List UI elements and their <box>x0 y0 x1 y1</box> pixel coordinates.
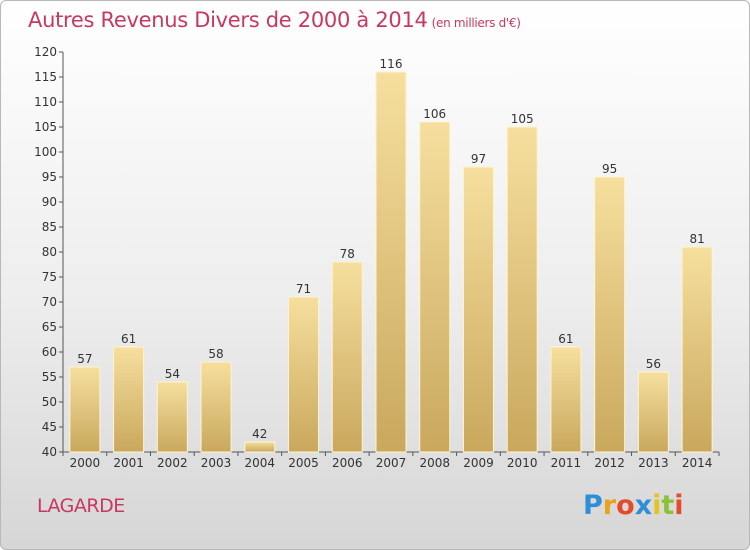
y-tick-label: 95 <box>42 170 57 184</box>
value-label-2013: 56 <box>646 357 661 371</box>
y-tick-label: 50 <box>42 395 57 409</box>
x-tick-label: 2011 <box>551 456 582 470</box>
x-tick-label: 2012 <box>594 456 625 470</box>
x-tick-label: 2000 <box>70 456 101 470</box>
axes: 40 45 50 55 60 65 70 75 80 85 90 95 100 105 110 115 120 2… <box>34 45 720 470</box>
x-tick-label: 2006 <box>332 456 363 470</box>
bar-2004 <box>244 441 276 453</box>
value-label-2009: 97 <box>471 152 486 166</box>
y-tick-label: 70 <box>42 295 57 309</box>
bar-2003 <box>200 361 232 453</box>
bar-2001 <box>113 346 145 453</box>
value-label-2003: 58 <box>208 347 223 361</box>
y-tick-label: 100 <box>34 145 57 159</box>
bar-2006 <box>331 261 363 453</box>
place-name: LAGARDE <box>37 495 125 517</box>
value-label-2000: 57 <box>77 352 92 366</box>
proxiti-logo: Proxiti <box>583 490 684 521</box>
y-tick-label: 90 <box>42 195 57 209</box>
bar-2013 <box>637 371 669 453</box>
value-label-2001: 61 <box>121 332 136 346</box>
y-tick-label: 55 <box>42 370 57 384</box>
value-label-2007: 116 <box>380 57 403 71</box>
x-tick-label: 2009 <box>463 456 494 470</box>
y-tick-label: 65 <box>42 320 57 334</box>
bar-2010 <box>506 126 538 453</box>
y-tick-label: 45 <box>42 420 57 434</box>
bar-2011 <box>550 346 582 453</box>
y-tick-label: 85 <box>42 220 57 234</box>
x-tick-label: 2003 <box>201 456 232 470</box>
value-labels: 57 61 54 58 42 71 78 116 106 97 105 61 95 56 81 <box>77 57 705 441</box>
y-tick-label: 60 <box>42 345 57 359</box>
x-tick-label: 2008 <box>419 456 450 470</box>
x-tick-label: 2007 <box>376 456 407 470</box>
bar-2012 <box>594 176 626 453</box>
x-tick-label: 2002 <box>157 456 188 470</box>
value-label-2012: 95 <box>602 162 617 176</box>
y-tick-label: 40 <box>42 445 57 459</box>
x-tick-label: 2001 <box>113 456 144 470</box>
bar-2000 <box>69 366 101 453</box>
value-label-2014: 81 <box>689 232 704 246</box>
y-tick-label: 75 <box>42 270 57 284</box>
x-tick-label: 2004 <box>245 456 276 470</box>
value-label-2010: 105 <box>511 112 534 126</box>
bar-2007 <box>375 71 407 453</box>
y-tick-label: 80 <box>42 245 57 259</box>
y-tick-label: 105 <box>34 120 57 134</box>
y-tick-label: 120 <box>34 45 57 59</box>
value-label-2008: 106 <box>423 107 446 121</box>
bar-2005 <box>288 296 320 453</box>
chart-subtitle: (en milliers d'€) <box>431 16 521 30</box>
bar-2002 <box>156 381 188 453</box>
value-label-2011: 61 <box>558 332 573 346</box>
bars <box>69 71 713 453</box>
chart-title: Autres Revenus Divers de 2000 à 2014 (en … <box>28 8 521 32</box>
x-tick-label: 2014 <box>682 456 713 470</box>
x-tick-label: 2005 <box>288 456 319 470</box>
x-tick-label: 2013 <box>638 456 669 470</box>
value-label-2002: 54 <box>165 367 180 381</box>
bar-2008 <box>419 121 451 453</box>
value-label-2006: 78 <box>340 247 355 261</box>
bar-2014 <box>681 246 713 453</box>
bar-2009 <box>462 166 494 453</box>
y-tick-label: 115 <box>34 70 57 84</box>
value-label-2004: 42 <box>252 427 267 441</box>
chart-title-text: Autres Revenus Divers de 2000 à 2014 <box>28 8 428 32</box>
value-label-2005: 71 <box>296 282 311 296</box>
x-tick-label: 2010 <box>507 456 538 470</box>
y-tick-label: 110 <box>34 95 57 109</box>
